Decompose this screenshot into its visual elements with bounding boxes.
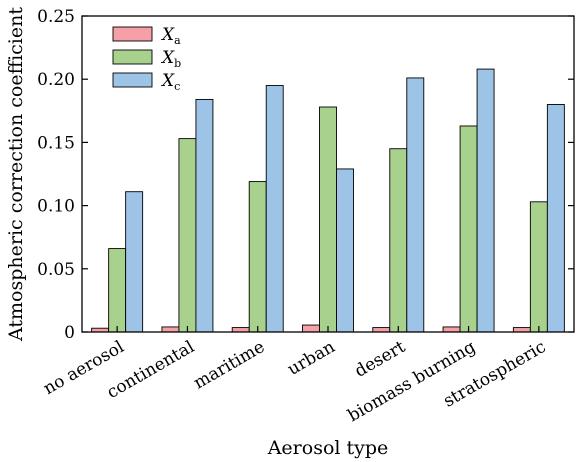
y-tick-label: 0.15	[37, 133, 75, 153]
bar-Xa-6	[512, 327, 531, 333]
bar-Xb-0	[108, 248, 127, 333]
bar-Xa-4	[372, 327, 391, 333]
bar-Xc-5	[476, 68, 495, 333]
bar-Xb-1	[178, 138, 197, 333]
legend-swatch-Xb	[112, 49, 153, 65]
y-tick-label: 0	[64, 323, 75, 343]
bar-Xb-4	[389, 148, 408, 333]
y-tick-label: 0.25	[37, 7, 75, 27]
legend-swatch-Xc	[112, 72, 153, 88]
bar-Xc-3	[336, 168, 354, 333]
bar-Xb-2	[248, 181, 267, 333]
legend-label-Xb: Xb	[160, 48, 181, 70]
legend-label-Xa: Xa	[160, 25, 181, 47]
bar-Xc-2	[265, 85, 284, 333]
bar-Xa-1	[161, 326, 180, 333]
x-tick-label: maritime	[190, 337, 268, 393]
bar-Xc-1	[195, 98, 214, 333]
bar-Xa-2	[231, 327, 250, 333]
bars-layer	[91, 68, 565, 333]
x-tick-label: biomass burning	[344, 337, 479, 426]
bar-Xc-0	[125, 191, 144, 333]
x-tick-label: urban	[284, 337, 338, 380]
y-tick-label: 0.20	[37, 70, 75, 90]
y-tick-label: 0.05	[37, 260, 75, 280]
x-tick-label: desert	[351, 337, 409, 382]
legend-swatch-Xa	[112, 26, 153, 42]
bar-Xb-3	[319, 106, 337, 333]
y-tick-label: 0.10	[37, 197, 75, 217]
legend-label-Xc: Xc	[160, 71, 180, 93]
bar-Xb-5	[459, 125, 478, 333]
bar-Xa-5	[442, 326, 461, 333]
x-axis-title: Aerosol type	[267, 437, 389, 459]
bar-Xa-3	[302, 324, 320, 333]
y-axis-title: Atmospheric correction coefficient	[5, 7, 27, 342]
y-axis: 0 0.05 0.10 0.15 0.20 0.25	[37, 7, 574, 343]
bar-Xc-4	[406, 77, 425, 333]
bar-Xc-6	[546, 104, 565, 333]
bar-Xb-6	[529, 201, 548, 333]
